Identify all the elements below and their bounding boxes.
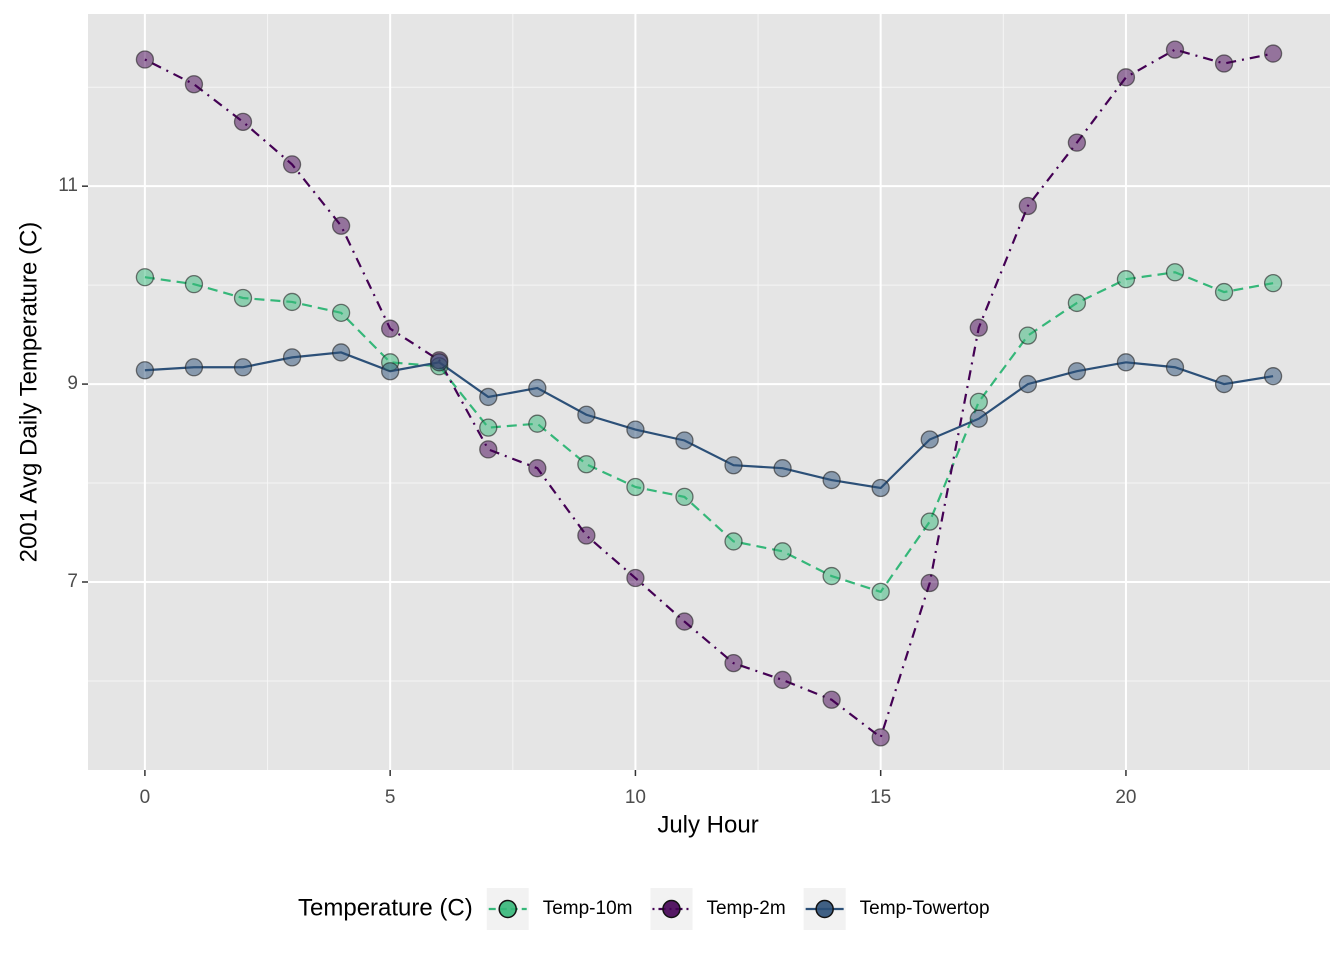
data-point xyxy=(430,353,449,372)
data-point xyxy=(331,216,351,235)
data-point xyxy=(626,568,645,588)
data-point xyxy=(724,532,743,551)
data-point xyxy=(969,392,988,412)
data-point xyxy=(1067,133,1087,152)
data-point xyxy=(675,431,694,450)
data-point xyxy=(626,477,645,497)
data-point xyxy=(773,670,792,690)
data-point xyxy=(969,409,988,428)
data-point xyxy=(331,343,351,362)
data-point xyxy=(528,414,547,433)
data-point xyxy=(381,319,400,338)
data-point xyxy=(822,470,841,490)
legend-marker xyxy=(815,899,834,919)
data-point xyxy=(282,348,302,367)
data-point xyxy=(724,456,743,475)
legend-marker xyxy=(662,899,681,919)
data-point xyxy=(577,405,596,424)
data-point xyxy=(233,288,253,308)
data-point xyxy=(331,303,351,322)
x-tick-label: 20 xyxy=(1115,787,1136,808)
data-point xyxy=(135,50,155,69)
data-point xyxy=(773,542,792,561)
data-point xyxy=(282,155,302,174)
data-point xyxy=(773,459,792,478)
data-point xyxy=(871,582,890,602)
data-point xyxy=(724,653,743,673)
legend-title: Temperature (C) xyxy=(298,894,473,921)
data-point xyxy=(1165,358,1185,377)
data-point xyxy=(675,487,694,507)
y-tick-label: 9 xyxy=(67,373,78,394)
data-point xyxy=(135,268,155,287)
legend-label: Temp-Towertop xyxy=(860,898,990,919)
x-tick-label: 5 xyxy=(385,787,396,808)
legend-label: Temp-10m xyxy=(543,898,633,919)
data-point xyxy=(1116,68,1136,87)
data-point xyxy=(577,526,596,545)
data-point xyxy=(1263,367,1283,386)
data-point xyxy=(282,292,302,312)
data-point xyxy=(822,690,841,709)
data-point xyxy=(969,318,988,337)
data-point xyxy=(577,455,596,474)
data-point xyxy=(184,75,204,94)
data-point xyxy=(1018,374,1037,394)
series-line xyxy=(144,48,1274,740)
data-point xyxy=(1263,44,1283,63)
data-point xyxy=(920,512,939,531)
data-point xyxy=(626,420,645,439)
data-point xyxy=(528,459,547,478)
data-point xyxy=(920,430,939,449)
data-point xyxy=(1214,282,1234,302)
data-point xyxy=(1018,326,1037,345)
data-point xyxy=(184,274,204,294)
x-tick-label: 10 xyxy=(625,787,646,808)
data-point xyxy=(1018,196,1037,216)
data-point xyxy=(871,478,890,498)
data-point xyxy=(528,378,547,398)
data-point xyxy=(920,573,939,593)
y-tick-label: 11 xyxy=(58,175,78,196)
data-point xyxy=(1214,374,1234,394)
data-point xyxy=(1165,40,1185,59)
y-axis-title: 2001 Avg Daily Temperature (C) xyxy=(15,222,42,563)
data-point xyxy=(381,362,400,381)
data-point xyxy=(233,112,253,132)
data-point xyxy=(1214,54,1234,73)
x-tick-label: 0 xyxy=(140,787,151,808)
data-point xyxy=(135,361,155,380)
legend-label: Temp-2m xyxy=(706,898,785,919)
data-point xyxy=(1263,274,1283,293)
data-point xyxy=(479,440,498,459)
data-point xyxy=(871,728,890,747)
data-point xyxy=(479,418,498,437)
data-point xyxy=(1067,362,1087,381)
x-axis-title: July Hour xyxy=(657,811,758,838)
data-point xyxy=(1116,353,1136,372)
data-point xyxy=(233,358,253,377)
data-point xyxy=(479,387,498,407)
data-point xyxy=(184,358,204,377)
panel xyxy=(88,14,1330,770)
data-point xyxy=(1165,263,1185,282)
data-point xyxy=(1116,270,1136,289)
data-point xyxy=(675,612,694,631)
y-tick-label: 7 xyxy=(67,571,78,592)
x-tick-label: 15 xyxy=(870,787,891,808)
data-point xyxy=(1067,293,1087,313)
legend-marker xyxy=(498,899,517,919)
data-point xyxy=(822,566,841,586)
